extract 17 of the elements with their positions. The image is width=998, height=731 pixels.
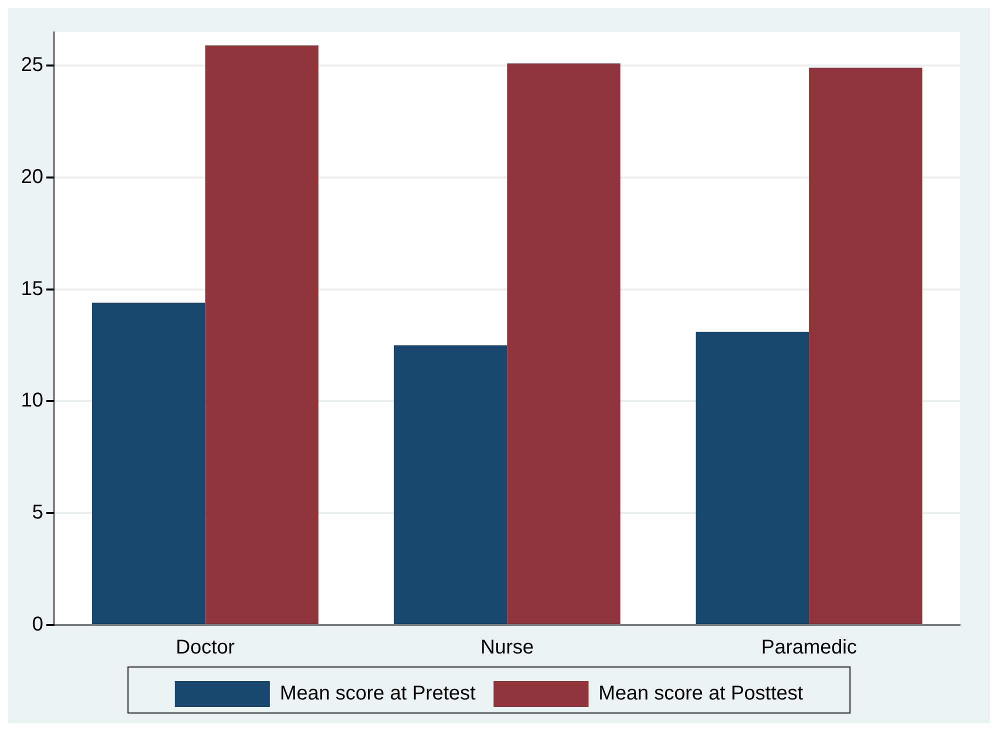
bar <box>507 63 620 624</box>
bar <box>809 68 922 624</box>
bar <box>205 45 318 624</box>
bar <box>92 302 206 624</box>
y-tick-label: 20 <box>20 166 44 188</box>
y-tick-label: 0 <box>32 614 44 636</box>
y-tick-label: 10 <box>20 390 44 412</box>
x-tick-label: Nurse <box>480 636 534 659</box>
bar <box>394 345 508 624</box>
x-tick-label: Paramedic <box>761 636 857 659</box>
y-tick-label: 25 <box>20 54 44 76</box>
y-tick-label: 5 <box>32 502 44 524</box>
bar <box>696 332 810 624</box>
legend-label: Mean score at Pretest <box>280 682 476 705</box>
y-tick-label: 15 <box>20 278 44 300</box>
x-tick-label: Doctor <box>176 636 235 659</box>
legend-label: Mean score at Posttest <box>598 682 804 705</box>
